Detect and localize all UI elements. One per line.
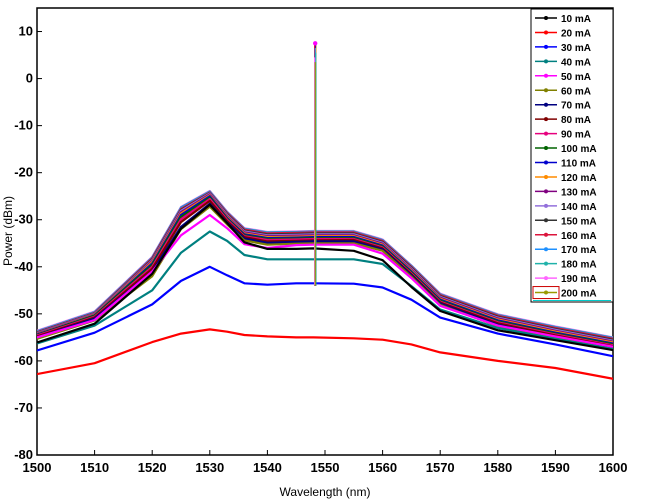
y-axis-label: Power (dBm) — [1, 196, 15, 266]
legend-marker — [544, 102, 548, 107]
x-tick-label: 1520 — [138, 460, 167, 475]
legend-label: 120 mA — [561, 173, 597, 184]
legend-label: 150 mA — [561, 216, 597, 227]
legend-marker — [544, 290, 548, 295]
legend-label: 180 mA — [561, 260, 597, 271]
legend-label: 140 mA — [561, 202, 597, 213]
y-tick-label: -80 — [14, 447, 33, 462]
series-line-40-ma — [37, 230, 613, 351]
y-tick-label: -40 — [14, 259, 33, 274]
series-line-50-ma — [37, 213, 613, 348]
legend-marker — [544, 261, 548, 266]
legend-marker — [544, 88, 548, 93]
legend-marker — [544, 218, 548, 223]
series-layer — [37, 189, 613, 380]
series-line-10-ma — [37, 203, 613, 352]
legend-label: 200 mA — [561, 289, 597, 300]
legend-label: 10 mA — [561, 14, 591, 25]
legend-marker — [544, 30, 548, 35]
y-tick-label: 10 — [19, 24, 33, 39]
legend-label: 190 mA — [561, 274, 597, 285]
series-line-30-ma — [37, 265, 613, 358]
legend-marker — [544, 174, 548, 179]
x-tick-label: 1510 — [80, 460, 109, 475]
legend-marker — [544, 247, 548, 252]
legend-label: 40 mA — [561, 57, 591, 68]
x-tick-label: 1580 — [483, 460, 512, 475]
legend-label: 20 mA — [561, 28, 591, 39]
legend-label: 60 mA — [561, 86, 591, 97]
x-tick-label: 1590 — [541, 460, 570, 475]
legend-label: 110 mA — [561, 159, 596, 170]
x-tick-label: 1540 — [253, 460, 282, 475]
lasing-spike-layer — [313, 41, 318, 286]
legend-marker — [544, 160, 548, 165]
x-tick-label: 1560 — [368, 460, 397, 475]
legend-marker — [544, 131, 548, 136]
legend-marker — [544, 146, 548, 151]
legend-marker — [544, 203, 548, 208]
y-tick-label: -30 — [14, 212, 33, 227]
x-axis-label: Wavelength (nm) — [280, 485, 371, 499]
legend-marker — [544, 189, 548, 194]
legend-label: 90 mA — [561, 130, 591, 141]
y-tick-label: 0 — [26, 71, 33, 86]
x-axis-ticks: 1500 1510 1520 1530 1540 1550 1560 1570 1580 1590… — [23, 450, 628, 475]
legend-label: 100 mA — [561, 144, 597, 155]
legend-marker — [544, 59, 548, 64]
legend: 10 mA 20 mA 30 mA 40 mA 50 mA 60 mA 70 mA 80 mA… — [530, 8, 614, 303]
legend-label: 170 mA — [561, 245, 597, 256]
legend-marker — [544, 117, 548, 122]
y-tick-label: -20 — [14, 165, 33, 180]
series-line-20-ma — [37, 328, 613, 380]
y-tick-label: -10 — [14, 118, 33, 133]
legend-marker — [544, 276, 548, 281]
legend-label: 160 mA — [561, 231, 597, 242]
legend-marker — [544, 16, 548, 20]
spike-peak-marker — [313, 41, 318, 46]
y-tick-label: -70 — [14, 400, 33, 415]
x-tick-label: 1570 — [426, 460, 455, 475]
legend-label: 70 mA — [561, 101, 591, 112]
x-tick-label: 1500 — [23, 460, 52, 475]
legend-label: 80 mA — [561, 115, 591, 126]
legend-marker — [544, 73, 548, 78]
legend-marker — [544, 44, 548, 49]
legend-label: 50 mA — [561, 72, 591, 83]
legend-label: 130 mA — [561, 187, 597, 198]
y-axis-ticks: 10 0 -10 -20 -30 -40 -50 -60 -70 -80 — [14, 24, 42, 462]
legend-marker — [544, 232, 548, 237]
y-tick-label: -50 — [14, 306, 33, 321]
x-tick-label: 1530 — [195, 460, 224, 475]
x-tick-label: 1550 — [311, 460, 340, 475]
legend-highlight — [532, 286, 560, 300]
legend-label: 30 mA — [561, 43, 591, 54]
y-tick-label: -60 — [14, 353, 33, 368]
x-tick-label: 1600 — [599, 460, 628, 475]
legend-box — [530, 8, 614, 303]
